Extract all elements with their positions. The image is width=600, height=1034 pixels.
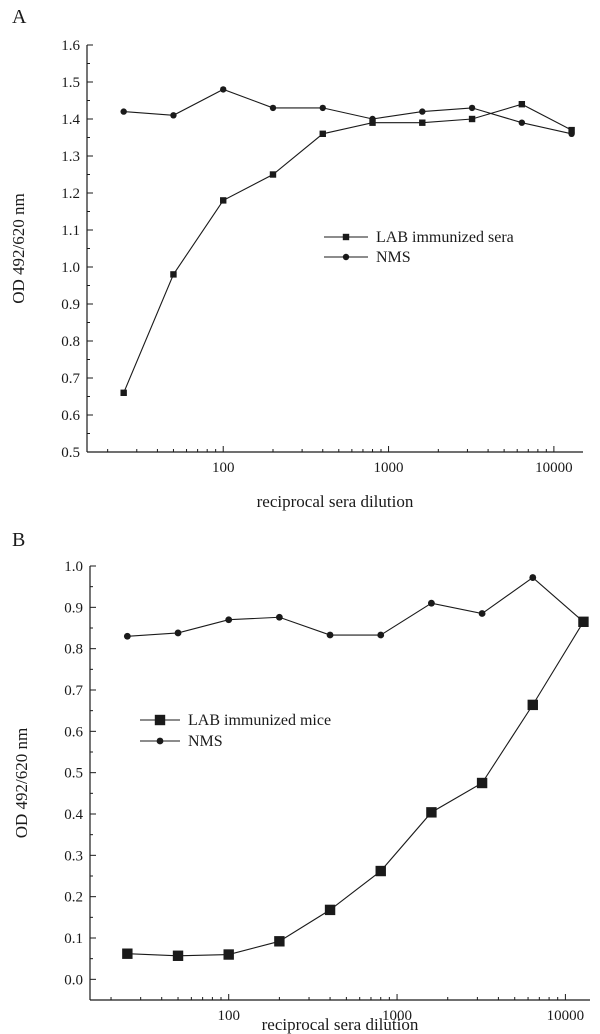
chart-b-data-point [275,613,283,621]
chart-a-legend-marker [342,233,350,241]
chart-a-legend-label: NMS [376,249,411,266]
chart-b-x-tick-label: 100 [217,1008,240,1024]
chart-b-y-tick-label: 0.1 [64,931,83,947]
chart-a-legend: LAB immunized sera NMS [324,229,514,266]
chart-b-data-point [223,949,234,960]
chart-b-data-point [527,699,538,711]
chart-b-data-point [529,574,537,581]
chart-b-data-point [123,632,131,640]
chart-b-data-point [274,936,285,947]
chart-b-y-axis-title: OD 492/620 nm [12,728,31,839]
chart-b-data-point [375,865,386,877]
chart-a-series-line [123,103,572,394]
chart-a-y-tick-label: 1.3 [61,149,80,165]
chart-b-y-tick-label: 0.0 [64,972,83,988]
chart-a-y-axis-title: OD 492/620 nm [9,193,28,304]
chart-a-y-tick-label: 0.6 [61,408,80,424]
chart-b-y-tick-label: 0.9 [64,600,83,616]
chart-a-series-line [123,88,572,135]
chart-a-x-tick-label: 10000 [535,460,573,476]
chart-a-y-tick-label: 1.4 [61,112,80,128]
chart-b-data-point [324,904,336,916]
chart-a-data-point [269,171,277,178]
chart-b-data-point [580,618,587,626]
chart-b-legend-marker [154,714,166,726]
chart-a-data-point [468,115,476,123]
chart-b-legend-label: NMS [188,733,223,750]
chart-a-y-tick-label: 1.6 [61,38,80,54]
chart-a-legend-marker [342,253,350,261]
chart-a-series-immunized [120,101,575,396]
chart-b-series-line [127,621,584,957]
chart-b-legend: LAB immunized mice NMS [140,712,331,750]
chart-b-x-tick-label: 1000 [382,1008,412,1024]
chart-b-legend-marker [156,737,164,745]
chart-a-data-point [419,119,426,126]
chart-b-series-line [127,576,584,637]
chart-b-y-tick-label: 0.6 [64,724,83,740]
chart-a-data-point [419,108,426,115]
chart-a-data-point [269,104,277,112]
chart-a-y-tick-label: 1.5 [61,75,80,91]
chart-a-y-tick-label: 0.5 [61,445,80,461]
chart-b-y-tick-label: 0.3 [64,848,83,864]
chart-a-y-tick-label: 0.9 [61,297,80,313]
chart-a-y-tick-label: 0.7 [61,371,80,387]
chart-b-data-point [174,629,182,637]
chart-b-data-point [172,950,184,961]
chart-a-x-tick-label: 100 [212,460,235,476]
chart-b-legend-label: LAB immunized mice [188,712,331,729]
chart-a-data-point [319,130,326,137]
chart-a-data-point [220,197,227,204]
chart-a-y-tick-label: 0.8 [61,334,80,350]
chart-a-legend-label: LAB immunized sera [376,229,514,246]
chart-b-y-tick-label: 0.8 [64,642,83,658]
chart-b-data-point [225,616,233,624]
chart-a-data-point [170,271,177,278]
chart-b-data-point [377,631,385,639]
chart-a-data-point [518,101,526,108]
chart-b-y-tick-label: 0.7 [64,683,83,699]
chart-b-x-axis-title: reciprocal sera dilution [262,1015,419,1034]
chart-a-x-axis-title: reciprocal sera dilution [257,492,414,511]
chart-a-panel-letter: A [12,6,27,28]
chart-a-series-nms [120,86,575,137]
chart-b-data-point [428,599,435,607]
chart-a-y-tick-label: 1.2 [61,186,80,202]
chart-b-y-tick-label: 0.2 [64,890,83,906]
chart-a-data-point [468,104,476,112]
chart-b-series-immunized [122,616,589,961]
chart-b-y-tick-label: 0.5 [64,766,83,782]
chart-b: B 0.0 0.1 0.2 0.3 0.4 0.5 0.6 0.7 0.8 0.9 1.0 100 100… [12,529,590,1034]
chart-a-y-tick-label: 1.1 [61,223,80,239]
chart-a: A 0.5 0.6 0.7 0.8 0.9 1.0 1.1 1.2 1.3 1.4 1.5 1.6 100… [9,6,583,511]
chart-a-data-point [120,108,127,115]
chart-b-series-nms [123,574,587,640]
chart-a-data-point [369,119,376,126]
chart-b-y-tick-label: 1.0 [64,559,83,575]
chart-a-y-tick-label: 1.0 [61,260,80,276]
chart-b-data-point [426,807,437,818]
chart-a-data-point [518,119,526,126]
chart-a-data-point [170,112,177,119]
chart-a-data-point [220,86,227,93]
chart-a-data-point [568,130,575,137]
chart-a-data-point [369,115,376,123]
chart-b-data-point [476,777,488,789]
chart-a-data-point [568,126,575,134]
chart-a-data-point [120,389,127,396]
chart-b-x-tick-label: 10000 [547,1008,585,1024]
chart-b-data-point [326,631,334,639]
chart-a-data-point [319,104,326,112]
chart-b-panel-letter: B [12,529,25,551]
chart-b-data-point [122,948,133,959]
chart-b-data-point [478,610,486,617]
chart-b-y-tick-label: 0.4 [64,807,83,823]
chart-a-x-tick-label: 1000 [374,460,404,476]
